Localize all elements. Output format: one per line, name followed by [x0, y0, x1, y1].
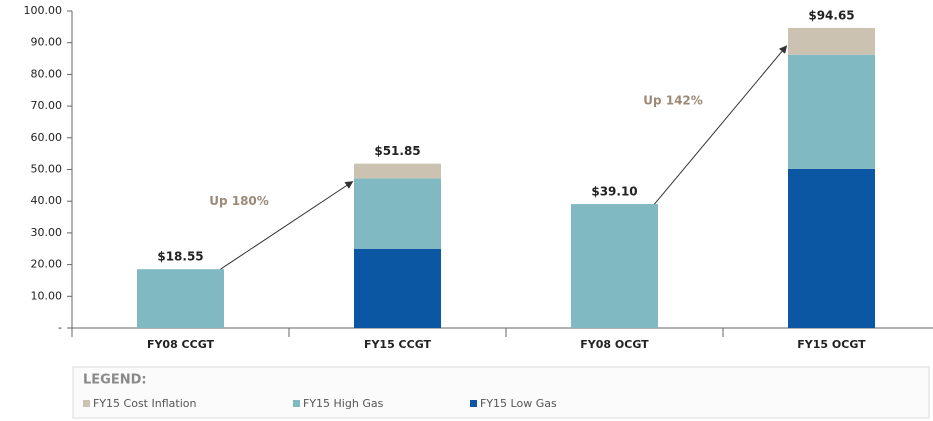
total-label: $18.55: [157, 250, 203, 264]
y-tick-label: 50.00: [31, 163, 63, 176]
legend-title: LEGEND:: [83, 373, 147, 388]
legend-label: FY15 High Gas: [303, 397, 384, 410]
legend-box: [72, 366, 930, 419]
bar-segment: [571, 204, 658, 328]
y-tick-label: -: [58, 321, 62, 334]
annotation: Up 180%: [209, 194, 269, 208]
total-label: $94.65: [808, 8, 854, 22]
legend-label: FY15 Low Gas: [480, 397, 557, 410]
total-label: $39.10: [591, 185, 637, 199]
y-tick-label: 90.00: [31, 36, 63, 49]
legend-swatch: [83, 400, 90, 407]
arrow: [220, 181, 354, 270]
y-tick-label: 70.00: [31, 99, 63, 112]
x-tick-label: FY15 CCGT: [364, 338, 432, 351]
bar-segment: [354, 248, 441, 328]
y-tick-label: 100.00: [24, 4, 63, 17]
bar-segment: [354, 163, 441, 179]
x-tick-label: FY08 OCGT: [580, 338, 649, 351]
y-tick-label: 40.00: [31, 194, 63, 207]
bar-segment: [788, 168, 875, 328]
arrow: [654, 45, 788, 205]
y-tick-label: 20.00: [31, 258, 63, 271]
bar-segment: [137, 269, 224, 328]
y-tick-label: 10.00: [31, 289, 63, 302]
annotation: Up 142%: [643, 94, 703, 108]
legend-swatch: [470, 400, 477, 407]
y-tick-label: 30.00: [31, 226, 63, 239]
total-label: $51.85: [374, 144, 420, 158]
bar-segment: [354, 178, 441, 249]
bar-segment: [788, 27, 875, 55]
y-tick-label: 80.00: [31, 67, 63, 80]
legend-label: FY15 Cost Inflation: [93, 397, 196, 410]
legend-swatch: [293, 400, 300, 407]
y-tick-label: 60.00: [31, 131, 63, 144]
x-tick-label: FY08 CCGT: [147, 338, 215, 351]
x-tick-label: FY15 OCGT: [797, 338, 866, 351]
bar-segment: [788, 54, 875, 169]
